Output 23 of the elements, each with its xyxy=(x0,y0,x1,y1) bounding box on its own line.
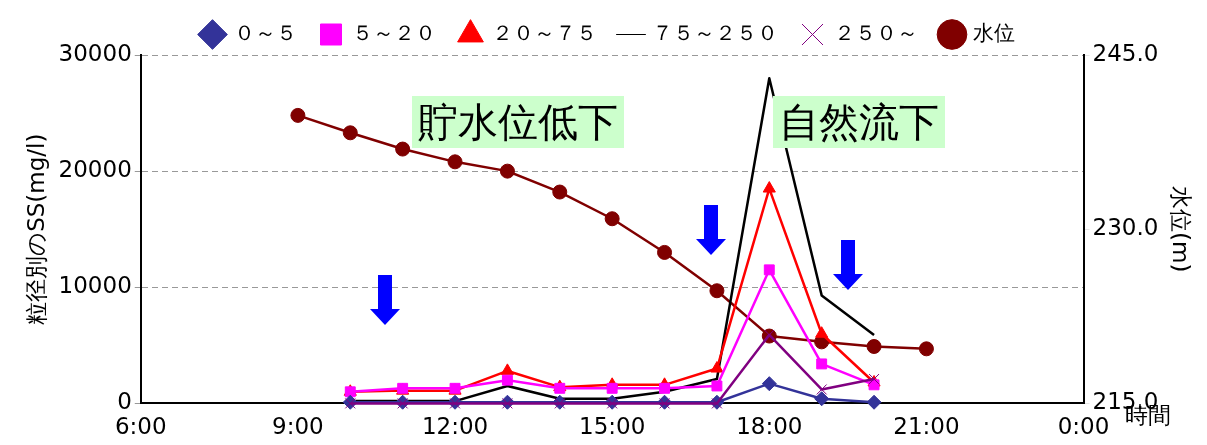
legend-label: 水位 xyxy=(973,20,1015,45)
x-tick-label: 6:00 xyxy=(114,413,167,440)
y2-tick-label: 245.0 xyxy=(1092,39,1159,66)
legend-label: ２０～７５ xyxy=(491,20,597,45)
y-tick-label: 10000 xyxy=(58,272,132,299)
x-tick-label: 0:00 xyxy=(1057,413,1110,440)
annotation: 貯水位低下 xyxy=(412,96,624,148)
y-tick-label: 20000 xyxy=(58,156,132,183)
legend-label: ０～５ xyxy=(233,20,297,45)
x-tick-label: 21:00 xyxy=(893,413,960,440)
legend-label: ２５０～ xyxy=(833,20,918,45)
annotation: 自然流下 xyxy=(773,96,945,148)
x-tick-label: 15:00 xyxy=(579,413,646,440)
legend-label: ５～２０ xyxy=(352,20,436,45)
x-tick-label: 18:00 xyxy=(736,413,803,440)
y-tick-label: 0 xyxy=(117,388,132,415)
y2-tick-label: 230.0 xyxy=(1092,214,1159,241)
y-tick-label: 30000 xyxy=(58,39,132,66)
x-tick-label: 12:00 xyxy=(421,413,489,440)
legend-label: ７５～２５０ xyxy=(652,20,778,45)
y2-axis-title: 水位(m) xyxy=(1168,186,1195,273)
x-tick-label: 9:00 xyxy=(272,413,324,440)
y-axis-title: 粒径別のSS(mg/l) xyxy=(22,133,49,325)
